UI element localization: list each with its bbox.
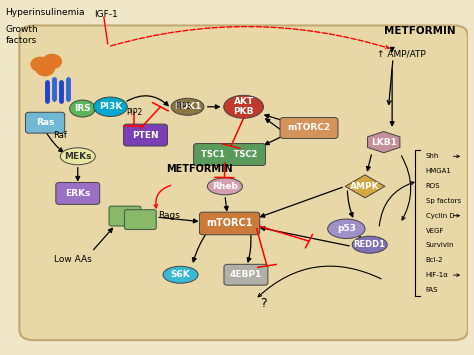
Text: Low AAs: Low AAs (55, 255, 92, 264)
FancyBboxPatch shape (193, 143, 265, 165)
Text: METFORMIN: METFORMIN (384, 26, 456, 36)
Ellipse shape (70, 100, 95, 117)
Circle shape (36, 61, 55, 76)
FancyBboxPatch shape (26, 112, 64, 133)
Ellipse shape (352, 236, 387, 253)
Text: ROS: ROS (426, 183, 440, 189)
Text: Survivin: Survivin (426, 242, 454, 248)
Text: Growth
factors: Growth factors (5, 26, 38, 45)
Ellipse shape (94, 97, 128, 116)
Text: PIP3: PIP3 (175, 102, 191, 111)
FancyBboxPatch shape (280, 118, 338, 138)
Text: LKB1: LKB1 (371, 138, 397, 147)
Text: PI3K: PI3K (99, 102, 122, 111)
Text: METFORMIN: METFORMIN (166, 164, 233, 174)
Ellipse shape (60, 148, 95, 165)
Text: HIF-1α: HIF-1α (426, 272, 448, 278)
FancyBboxPatch shape (124, 124, 167, 146)
Text: PTEN: PTEN (132, 131, 159, 140)
Text: Shh: Shh (426, 153, 439, 159)
Text: p53: p53 (337, 224, 356, 233)
Circle shape (31, 57, 50, 71)
Text: IGF-1: IGF-1 (94, 10, 118, 18)
Text: FAS: FAS (426, 287, 438, 293)
Ellipse shape (171, 98, 204, 115)
Text: PDK1: PDK1 (174, 102, 201, 111)
Text: PIP2: PIP2 (126, 108, 142, 117)
Text: Raf: Raf (53, 131, 67, 140)
Polygon shape (345, 175, 385, 198)
Text: HMGA1: HMGA1 (426, 168, 452, 174)
Text: Rags: Rags (159, 211, 181, 220)
Ellipse shape (328, 219, 365, 239)
Ellipse shape (208, 178, 242, 195)
Text: Sp factors: Sp factors (426, 198, 461, 204)
Text: Bcl-2: Bcl-2 (426, 257, 443, 263)
Text: Hyperinsulinemia: Hyperinsulinemia (5, 8, 85, 17)
Ellipse shape (163, 266, 198, 283)
FancyBboxPatch shape (109, 206, 141, 226)
FancyBboxPatch shape (200, 212, 260, 235)
Text: MEKs: MEKs (64, 152, 91, 161)
Text: ?: ? (260, 296, 266, 310)
Text: 4EBP1: 4EBP1 (230, 270, 262, 279)
FancyBboxPatch shape (224, 264, 268, 285)
Text: AKT
PKB: AKT PKB (233, 97, 254, 116)
Text: S6K: S6K (171, 270, 191, 279)
FancyBboxPatch shape (56, 182, 100, 204)
Text: TSC1   TSC2: TSC1 TSC2 (201, 150, 258, 159)
Text: mTORC1: mTORC1 (206, 218, 253, 229)
Text: VEGF: VEGF (426, 228, 444, 234)
Text: Rheb: Rheb (212, 182, 238, 191)
Text: AMPK: AMPK (350, 182, 380, 191)
Text: IRS: IRS (74, 104, 91, 113)
Text: REDD1: REDD1 (354, 240, 386, 249)
FancyBboxPatch shape (19, 26, 468, 340)
Ellipse shape (224, 95, 264, 118)
FancyBboxPatch shape (125, 210, 156, 229)
Polygon shape (367, 132, 400, 153)
Circle shape (43, 54, 62, 69)
Text: ↑ AMP/ATP: ↑ AMP/ATP (377, 49, 426, 58)
Text: ERKs: ERKs (65, 189, 91, 198)
Text: Ras: Ras (36, 118, 54, 127)
Text: Cyclin D: Cyclin D (426, 213, 455, 219)
Text: mTORC2: mTORC2 (287, 124, 330, 132)
